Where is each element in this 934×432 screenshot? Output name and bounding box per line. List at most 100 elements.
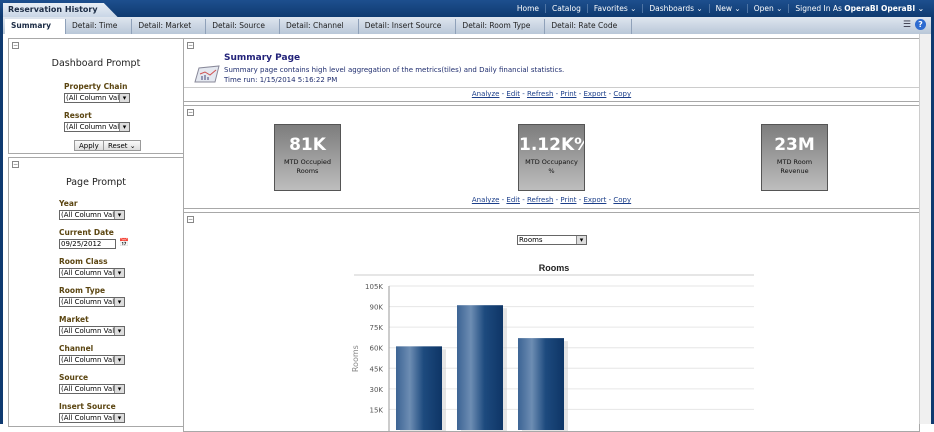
apply-button[interactable]: Apply (74, 140, 104, 151)
tile-caption: MTD Room Revenue (776, 158, 813, 175)
y-tick-label: 105K (365, 283, 383, 291)
export-link[interactable]: Export (583, 196, 607, 204)
signed-in-label: Signed In As OperaBI OperaBI ⌄ (788, 4, 930, 13)
tile-caption: MTD Occupied Rooms (283, 158, 332, 175)
tab-detail-time[interactable]: Detail: Time (66, 19, 133, 34)
report-links: Analyze - Edit - Refresh - Print - Expor… (471, 90, 632, 98)
collapse-icon[interactable]: − (12, 161, 19, 168)
field-label: Room Type (59, 286, 106, 295)
room-type-select[interactable]: (All Column Values) (59, 297, 125, 307)
field-label: Current Date (59, 228, 114, 237)
y-tick-label: 45K (370, 365, 384, 373)
global-nav: Home Catalog Favorites ⌄ Dashboards ⌄ Ne… (511, 4, 930, 13)
nav-catalog[interactable]: Catalog (545, 4, 587, 13)
y-tick-label: 90K (370, 304, 384, 312)
bar (518, 338, 564, 430)
nav-open[interactable]: Open ⌄ (746, 4, 789, 13)
vertical-scrollbar[interactable] (919, 34, 931, 424)
tab-detail-market[interactable]: Detail: Market (132, 19, 207, 34)
collapse-icon[interactable]: − (12, 42, 19, 49)
signed-in-text: Signed In As (795, 4, 842, 13)
year-select[interactable]: (All Column Values) (59, 210, 125, 220)
chart-title: Rooms (539, 263, 570, 273)
nav-dashboards[interactable]: Dashboards ⌄ (642, 4, 708, 13)
source-select[interactable]: (All Column Values) (59, 384, 125, 394)
help-icon[interactable]: ? (915, 19, 926, 30)
market-select[interactable]: (All Column Values) (59, 326, 125, 336)
tiles-panel: − 81K MTD Occupied Rooms 1.12K% MTD Occupa… (183, 105, 920, 209)
chart-panel: − Rooms Rooms 15K 30K 45K 60K 75K 90K 105K Rooms (183, 212, 920, 432)
property-chain-select[interactable]: (All Column Values) (64, 93, 130, 103)
tile-caption: MTD Occupancy % (525, 158, 578, 175)
y-tick-label: 30K (370, 386, 384, 394)
current-date-select[interactable]: 09/25/2012 (59, 239, 116, 249)
field-label: Year (59, 199, 78, 208)
field-label: Resort (64, 111, 92, 120)
measure-select[interactable]: Rooms (517, 235, 587, 245)
report-links: Analyze - Edit - Refresh - Print - Expor… (471, 196, 632, 204)
tile-value: 23M (774, 135, 815, 155)
analyze-link[interactable]: Analyze (471, 196, 500, 204)
insert-source-select[interactable]: (All Column Values) (59, 413, 125, 423)
bar (457, 305, 503, 430)
collapse-icon[interactable]: − (187, 216, 194, 223)
page-prompt-panel: − Page Prompt Year (All Column Values) Cur… (8, 157, 184, 427)
collapse-icon[interactable]: − (187, 109, 194, 116)
field-label: Source (59, 373, 89, 382)
channel-select[interactable]: (All Column Values) (59, 355, 125, 365)
tab-detail-insert-source[interactable]: Detail: Insert Source (359, 19, 457, 34)
tile-value: 1.12K% (519, 135, 584, 155)
nav-favorites[interactable]: Favorites ⌄ (586, 4, 643, 13)
resort-select[interactable]: (All Column Values) (64, 122, 130, 132)
y-tick-label: 75K (370, 324, 384, 332)
analyze-link[interactable]: Analyze (471, 90, 500, 98)
user-menu[interactable]: OperaBI OperaBI ⌄ (844, 4, 924, 13)
field-label: Market (59, 315, 89, 324)
y-tick-label: 60K (370, 345, 384, 353)
time-run: Time run: 1/15/2014 5:16:22 PM (224, 76, 338, 84)
copy-link[interactable]: Copy (613, 90, 632, 98)
collapse-icon[interactable]: − (187, 42, 194, 49)
panel-title: Page Prompt (65, 177, 127, 188)
report-chart-icon (194, 65, 220, 83)
dashboard-content: − Dashboard Prompt Property Chain (All C… (0, 34, 934, 432)
calendar-icon[interactable]: 📅 (119, 238, 129, 247)
tab-detail-room-type[interactable]: Detail: Room Type (456, 19, 546, 34)
rooms-bar-chart: Rooms 15K 30K 45K 60K 75K 90K 105K Rooms (351, 263, 754, 431)
panel-title: Dashboard Prompt (51, 58, 141, 69)
tab-detail-rate-code[interactable]: Detail: Rate Code (545, 19, 633, 34)
field-label: Property Chain (64, 82, 128, 91)
edit-link[interactable]: Edit (506, 196, 520, 204)
copy-link[interactable]: Copy (613, 196, 632, 204)
room-class-select[interactable]: (All Column Values) (59, 268, 125, 278)
field-label: Channel (59, 344, 94, 353)
nav-new[interactable]: New ⌄ (708, 4, 747, 13)
summary-title: Summary Page (224, 53, 301, 63)
edit-link[interactable]: Edit (506, 90, 520, 98)
tab-tools: ☰ ? (903, 19, 926, 30)
summary-panel: − Summary Page Summary page contains hig… (183, 38, 920, 102)
reset-button[interactable]: Reset ⌄ (103, 140, 141, 151)
refresh-link[interactable]: Refresh (526, 90, 554, 98)
app-title: Reservation History (3, 3, 118, 17)
tab-detail-source[interactable]: Detail: Source (206, 19, 280, 34)
dashboard-prompt-panel: − Dashboard Prompt Property Chain (All C… (8, 38, 184, 154)
field-label: Room Class (59, 257, 108, 266)
y-tick-label: 15K (370, 406, 384, 414)
tile-room-revenue: 23M MTD Room Revenue (761, 124, 828, 191)
summary-description: Summary page contains high level aggrega… (224, 66, 565, 74)
dashboard-tabs: Summary Detail: Time Detail: Market Deta… (0, 17, 934, 34)
tile-value: 81K (289, 135, 326, 155)
y-axis-label: Rooms (351, 345, 360, 372)
bar (396, 346, 442, 430)
page-options-icon[interactable]: ☰ (902, 19, 911, 30)
field-label: Insert Source (59, 402, 116, 411)
print-link[interactable]: Print (560, 196, 577, 204)
print-link[interactable]: Print (560, 90, 577, 98)
refresh-link[interactable]: Refresh (526, 196, 554, 204)
tab-detail-channel[interactable]: Detail: Channel (280, 19, 359, 34)
global-header: Reservation History Home Catalog Favorit… (0, 0, 934, 17)
export-link[interactable]: Export (583, 90, 607, 98)
tab-summary[interactable]: Summary (5, 19, 67, 34)
nav-home[interactable]: Home (516, 4, 540, 13)
